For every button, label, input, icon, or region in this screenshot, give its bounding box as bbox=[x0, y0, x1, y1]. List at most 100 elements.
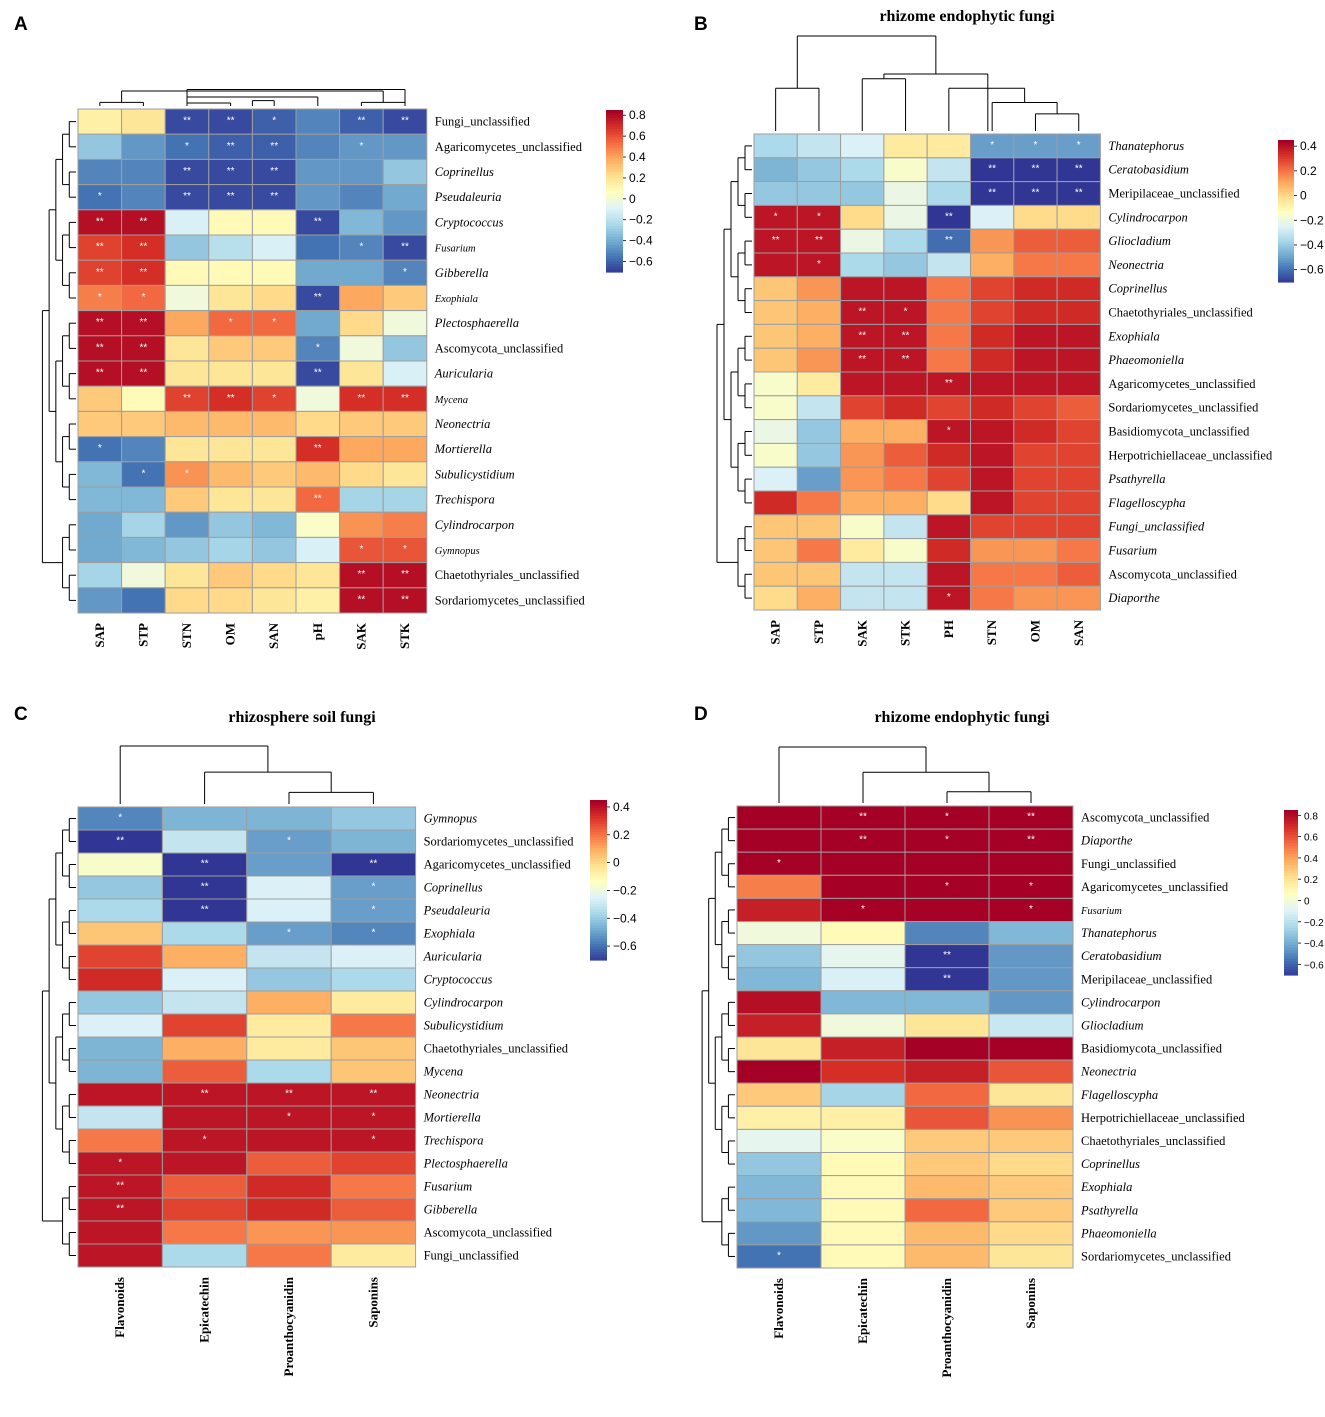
legend-swatch bbox=[1278, 248, 1294, 252]
legend-swatch bbox=[1278, 208, 1294, 212]
legend-swatch bbox=[606, 115, 623, 119]
legend-swatch bbox=[590, 802, 607, 806]
significance-mark: * bbox=[203, 1135, 207, 1146]
significance-mark: * bbox=[371, 928, 375, 939]
heatmap-cell bbox=[988, 1244, 1074, 1269]
heatmap-cell bbox=[926, 276, 972, 302]
heatmap-cell bbox=[77, 1013, 163, 1038]
legend-swatch bbox=[606, 266, 623, 270]
legend-swatch bbox=[1284, 840, 1298, 844]
heatmap-cell bbox=[161, 1013, 248, 1038]
heatmap-cell bbox=[339, 536, 384, 564]
significance-mark: * bbox=[229, 317, 233, 328]
heatmap-cell bbox=[77, 898, 163, 923]
heatmap-cell bbox=[1056, 228, 1101, 254]
legend-swatch bbox=[590, 842, 607, 846]
legend-swatch bbox=[1278, 180, 1294, 184]
heatmap-cell bbox=[77, 410, 123, 438]
heatmap-cell bbox=[883, 204, 928, 230]
heatmap-cell bbox=[988, 851, 1074, 876]
legend-swatch bbox=[606, 123, 623, 127]
heatmap-cell bbox=[1013, 323, 1058, 349]
legend-swatch bbox=[1284, 969, 1298, 973]
significance-mark: ** bbox=[201, 882, 209, 893]
heatmap-cell bbox=[77, 158, 123, 186]
legend-swatch bbox=[1278, 274, 1294, 278]
row-label-diaporthe: Diaporthe bbox=[1080, 834, 1133, 848]
heatmap-cell bbox=[820, 944, 906, 969]
legend-swatch bbox=[590, 944, 607, 948]
significance-mark: ** bbox=[140, 342, 148, 353]
significance-mark: ** bbox=[945, 235, 953, 246]
heatmap-cell bbox=[246, 898, 332, 923]
heatmap-cell bbox=[164, 108, 210, 135]
heatmap-cell bbox=[736, 1059, 822, 1084]
significance-mark: ** bbox=[358, 594, 366, 605]
heatmap-cell bbox=[382, 284, 428, 312]
heatmap-cell bbox=[164, 259, 210, 286]
heatmap-cell bbox=[736, 1198, 822, 1223]
legend-swatch bbox=[1284, 832, 1298, 836]
heatmap-cell bbox=[988, 1105, 1074, 1130]
significance-mark: ** bbox=[1027, 812, 1035, 823]
legend-swatch bbox=[590, 853, 607, 857]
row-label-thanatephorus: Thanatephorus bbox=[1081, 926, 1157, 940]
heatmap-cell bbox=[840, 204, 885, 230]
heatmap-cell bbox=[840, 395, 885, 421]
column-label-sak: SAK bbox=[353, 622, 368, 650]
heatmap-cell bbox=[77, 461, 123, 488]
heatmap-cell bbox=[382, 587, 428, 614]
heatmap-cell bbox=[883, 133, 928, 159]
significance-mark: ** bbox=[370, 1089, 378, 1100]
column-label-san: SAN bbox=[1071, 619, 1086, 646]
legend-tick-label: 0 bbox=[1304, 896, 1310, 907]
heatmap-cell bbox=[1013, 490, 1058, 516]
significance-mark: ** bbox=[858, 354, 866, 365]
heatmap-cell bbox=[251, 511, 297, 538]
significance-mark: ** bbox=[270, 166, 278, 177]
legend-swatch bbox=[1278, 170, 1294, 174]
significance-mark: ** bbox=[201, 859, 209, 870]
heatmap-cell bbox=[970, 323, 1015, 349]
heatmap-cell bbox=[796, 561, 842, 587]
heatmap-cell bbox=[164, 360, 210, 387]
heatmap-cell bbox=[796, 347, 842, 373]
legend-swatch bbox=[1284, 881, 1298, 885]
column-label-proanthocyanidin: Proanthocyanidin bbox=[939, 1277, 954, 1377]
significance-mark: * bbox=[316, 342, 320, 353]
legend-swatch bbox=[606, 226, 623, 230]
heatmap-cell bbox=[1013, 204, 1058, 230]
heatmap-cell bbox=[753, 442, 798, 468]
heatmap-cell bbox=[121, 562, 166, 589]
heatmap-cell bbox=[77, 486, 123, 513]
heatmap-cell bbox=[339, 184, 384, 211]
significance-mark: * bbox=[403, 544, 407, 555]
legend-swatch bbox=[606, 261, 623, 265]
legend-swatch bbox=[1278, 265, 1294, 269]
legend-swatch bbox=[606, 118, 623, 122]
heatmap-cell bbox=[988, 1198, 1074, 1223]
legend-swatch bbox=[1278, 213, 1294, 217]
row-label-mycena: Mycena bbox=[434, 395, 468, 406]
heatmap-cell bbox=[246, 1059, 332, 1084]
significance-mark: ** bbox=[370, 859, 378, 870]
heatmap-cell bbox=[904, 851, 990, 876]
column-label-om: OM bbox=[1027, 620, 1042, 642]
significance-mark: ** bbox=[116, 836, 124, 847]
significance-mark: ** bbox=[988, 188, 996, 199]
heatmap-cell bbox=[246, 1013, 332, 1038]
row-label-pseudaleuria: Pseudaleuria bbox=[423, 904, 491, 918]
legend-swatch bbox=[590, 898, 607, 902]
significance-mark: * bbox=[1077, 140, 1081, 151]
heatmap-cell bbox=[840, 419, 885, 444]
legend-swatch bbox=[606, 134, 623, 138]
heatmap-cell bbox=[883, 466, 928, 492]
heatmap-cell bbox=[251, 410, 297, 438]
row-label-ceratobasidium: Ceratobasidium bbox=[1081, 949, 1162, 963]
heatmap-cell bbox=[988, 1013, 1074, 1038]
heatmap-cell bbox=[840, 371, 885, 397]
heatmap-cell bbox=[988, 1059, 1074, 1084]
column-label-sak: SAK bbox=[854, 619, 869, 647]
significance-mark: ** bbox=[943, 950, 951, 961]
heatmap-cell bbox=[883, 252, 928, 278]
